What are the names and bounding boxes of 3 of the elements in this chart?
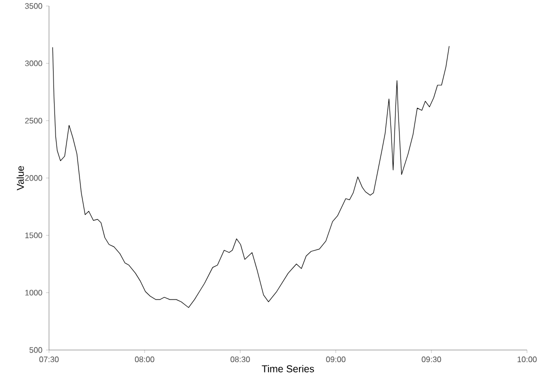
x-axis-title: Time Series [262,365,314,372]
y-axis-title: Value [16,166,24,190]
line-series [52,46,450,308]
